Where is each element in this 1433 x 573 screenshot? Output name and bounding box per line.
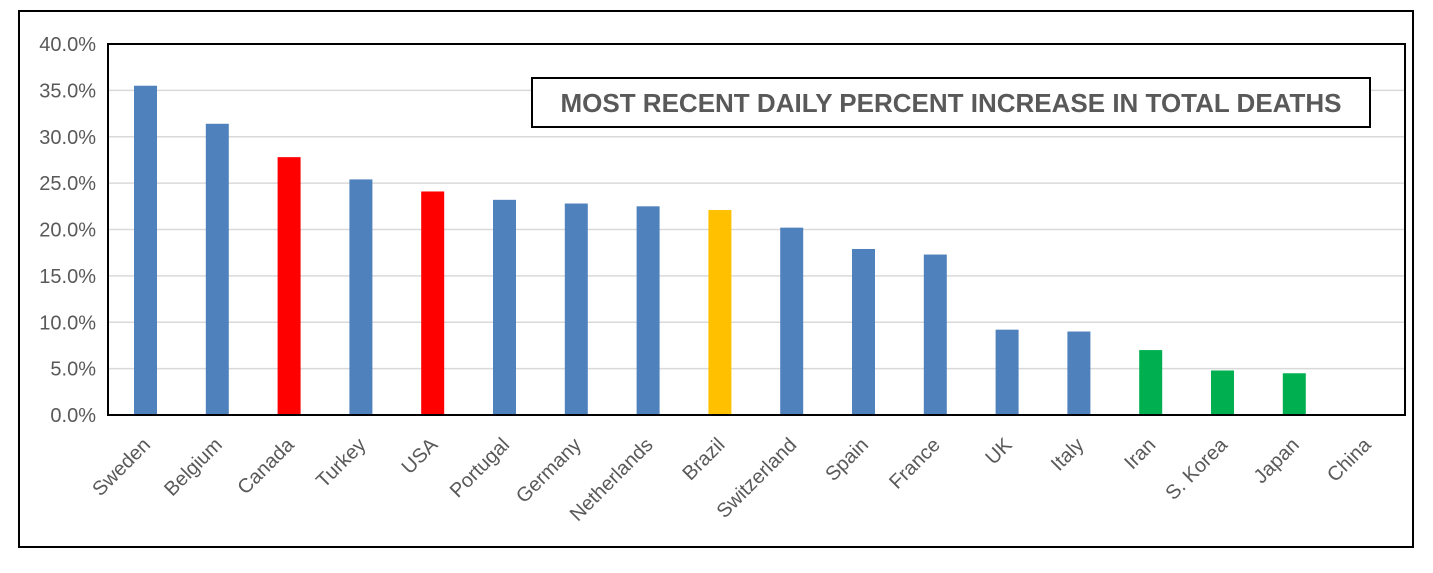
x-category-label: UK xyxy=(981,434,1017,470)
y-tick-label: 10.0% xyxy=(39,312,96,334)
x-axis-categories: Sweden Belgium Canada Turkey USA PortugalGerm… xyxy=(88,433,1376,525)
bar-brazil xyxy=(708,210,732,415)
x-category-label: Germany xyxy=(512,434,586,508)
bar-uk xyxy=(995,329,1019,415)
bar-switzerland xyxy=(780,227,804,415)
bar-turkey xyxy=(349,179,373,415)
y-tick-label: 20.0% xyxy=(39,220,96,242)
bar-japan xyxy=(1282,373,1306,415)
x-category-label: China xyxy=(1323,433,1376,486)
bar-france xyxy=(923,254,947,415)
bar-usa xyxy=(421,191,445,415)
y-tick-label: 25.0% xyxy=(39,173,96,195)
x-category-label: Spain xyxy=(821,434,873,486)
x-category-label: Japan xyxy=(1250,434,1304,488)
x-category-label: Italy xyxy=(1047,434,1088,475)
bar-italy xyxy=(1067,331,1091,415)
chart-title-box: MOST RECENT DAILY PERCENT INCREASE IN TO… xyxy=(531,77,1371,128)
gridlines xyxy=(108,89,1405,370)
x-category-label: Portugal xyxy=(446,434,514,502)
x-category-label: Belgium xyxy=(160,434,227,501)
y-tick-label: 5.0% xyxy=(50,359,96,381)
bar-germany xyxy=(564,203,588,415)
x-category-label: Brazil xyxy=(679,434,730,485)
bar-portugal xyxy=(493,199,516,415)
bar-belgium xyxy=(205,123,229,415)
bars xyxy=(134,85,1306,416)
x-category-label: Sweden xyxy=(88,434,155,501)
bar-spain xyxy=(852,248,875,415)
bar-s-korea xyxy=(1211,370,1234,415)
plot-area-border xyxy=(107,43,1406,416)
x-category-label: Canada xyxy=(234,433,300,499)
y-tick-label: 0.0% xyxy=(50,405,96,427)
bar-netherlands xyxy=(636,206,660,415)
x-category-label: USA xyxy=(398,434,443,479)
y-tick-label: 30.0% xyxy=(39,127,96,149)
x-category-label: Iran xyxy=(1120,434,1160,474)
y-tick-label: 35.0% xyxy=(39,80,96,102)
bar-sweden xyxy=(134,85,157,416)
x-category-label: Turkey xyxy=(312,434,370,492)
y-tick-label: 15.0% xyxy=(39,266,96,288)
x-category-label: France xyxy=(885,434,945,494)
x-category-label: S. Korea xyxy=(1161,433,1232,504)
title-box-border xyxy=(531,77,1371,128)
y-axis-ticks: 0.0% 5.0% 10.0% 15.0% 20.0% 25.0% 30.0% 35.0% 40… xyxy=(39,34,96,427)
y-tick-label: 40.0% xyxy=(39,34,96,56)
bar-canada xyxy=(277,157,301,415)
chart-title: MOST RECENT DAILY PERCENT INCREASE IN TO… xyxy=(560,88,1341,118)
bar-iran xyxy=(1139,350,1163,415)
